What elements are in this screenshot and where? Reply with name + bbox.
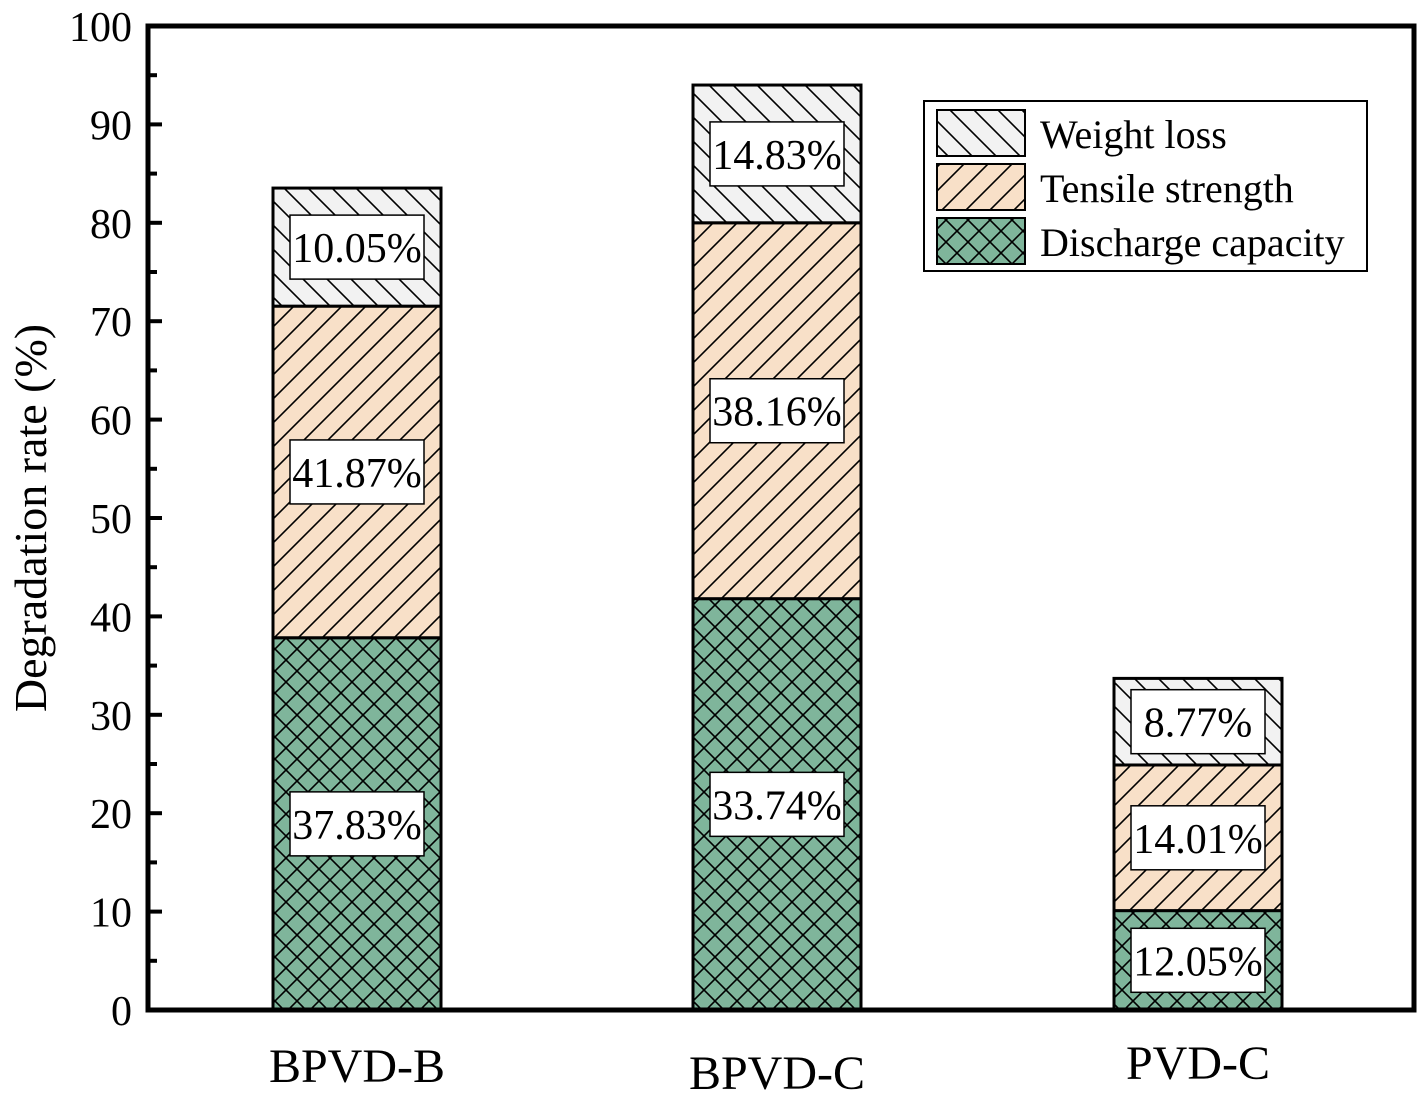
data-label-box — [709, 377, 845, 444]
y-tick-label: 70 — [90, 300, 132, 346]
legend-label-discharge-capacity: Discharge capacity — [1040, 220, 1345, 265]
y-tick-label: 30 — [90, 694, 132, 740]
data-label-text: 14.83% — [712, 133, 842, 179]
data-label-box — [1130, 927, 1266, 994]
y-tick-label: 0 — [111, 989, 132, 1035]
data-label-text: 37.83% — [292, 803, 422, 849]
data-label-pvd-c-discharge-capacity: 12.05% — [1130, 927, 1266, 994]
legend-swatch-weight-loss — [936, 109, 1026, 157]
data-label-box — [289, 214, 425, 280]
data-label-text: 33.74% — [712, 783, 842, 829]
legend-swatch-tensile-strength — [936, 163, 1026, 211]
data-label-box — [709, 121, 845, 187]
y-tick-label: 10 — [90, 891, 132, 937]
y-tick-label: 60 — [90, 399, 132, 445]
y-tick-label: 100 — [69, 5, 132, 51]
data-label-pvd-c-tensile-strength: 14.01% — [1130, 805, 1266, 871]
legend-label-tensile-strength: Tensile strength — [1040, 166, 1294, 211]
x-axis: BPVD-B BPVD-C PVD-C — [269, 1037, 1270, 1097]
y-tick-label: 80 — [90, 202, 132, 248]
data-label-text: 12.05% — [1133, 939, 1263, 985]
data-label-box — [709, 771, 845, 838]
y-axis-label: Degradation rate (%) — [5, 324, 56, 712]
data-label-text: 8.77% — [1144, 701, 1253, 747]
data-label-text: 41.87% — [292, 451, 422, 497]
data-label-bpvd-c-discharge-capacity: 33.74% — [709, 771, 845, 838]
data-label-bpvd-c-tensile-strength: 38.16% — [709, 377, 845, 444]
data-label-box — [289, 439, 425, 505]
bar-labels-layer: 37.83% 41.87% 10.05% 33.74% 38.16% 14.83% 12.0… — [289, 121, 1266, 994]
legend-swatch-discharge-capacity — [936, 217, 1026, 265]
data-label-text: 38.16% — [712, 390, 842, 436]
data-label-pvd-c-weight-loss: 8.77% — [1130, 688, 1266, 755]
x-tick-label-bpvd-c: BPVD-C — [689, 1047, 865, 1097]
data-label-box — [1130, 805, 1266, 871]
y-axis: 0 10 20 30 40 50 60 70 80 90 100 — [69, 5, 162, 1035]
y-tick-label: 20 — [90, 792, 132, 838]
y-tick-label: 40 — [90, 595, 132, 641]
y-tick-label: 50 — [90, 497, 132, 543]
legend: Weight loss Tensile strength Discharge cap… — [923, 100, 1368, 272]
x-tick-label-bpvd-b: BPVD-B — [269, 1040, 445, 1093]
data-label-box — [1130, 688, 1266, 755]
legend-label-weight-loss: Weight loss — [1040, 112, 1227, 157]
data-label-text: 14.01% — [1133, 817, 1263, 863]
data-label-bpvd-c-weight-loss: 14.83% — [709, 121, 845, 187]
data-label-bpvd-b-tensile-strength: 41.87% — [289, 439, 425, 505]
data-label-text: 10.05% — [292, 226, 422, 272]
y-tick-label: 90 — [90, 103, 132, 149]
data-label-box — [289, 791, 425, 857]
data-label-bpvd-b-weight-loss: 10.05% — [289, 214, 425, 280]
data-label-bpvd-b-discharge-capacity: 37.83% — [289, 791, 425, 857]
x-tick-label-pvd-c: PVD-C — [1126, 1037, 1270, 1090]
